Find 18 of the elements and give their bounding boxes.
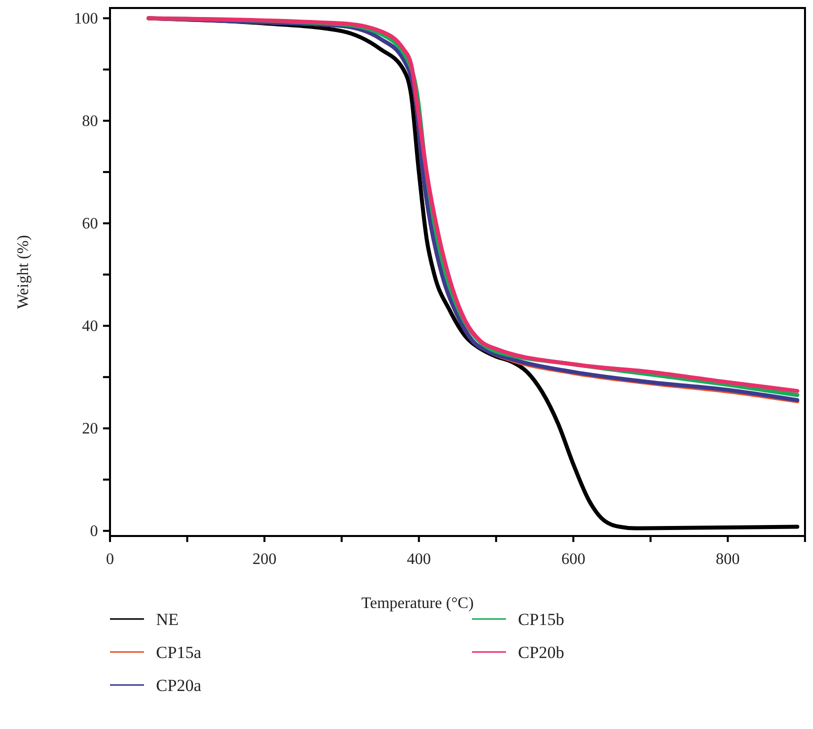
x-axis-title: Temperature (°C): [361, 595, 474, 612]
legend-label: CP15b: [518, 610, 564, 629]
legend-label: CP15a: [156, 643, 202, 662]
y-tick-label: 0: [90, 522, 98, 540]
x-tick-label: 800: [716, 551, 740, 568]
x-tick-label: 600: [561, 551, 586, 568]
y-tick-label: 60: [82, 215, 98, 232]
y-tick-label: 20: [82, 420, 98, 438]
y-tick-label: 80: [82, 112, 98, 130]
y-axis-title: Weight (%): [15, 235, 32, 309]
legend-label: CP20b: [518, 643, 564, 662]
y-tick-label: 100: [74, 10, 98, 28]
x-tick-label: 200: [252, 551, 276, 568]
legend-label: NE: [156, 610, 179, 629]
x-tick-label: 400: [406, 551, 431, 568]
legend-label: CP20a: [156, 676, 202, 695]
x-tick-label: 0: [106, 551, 114, 568]
y-tick-label: 40: [82, 318, 98, 335]
